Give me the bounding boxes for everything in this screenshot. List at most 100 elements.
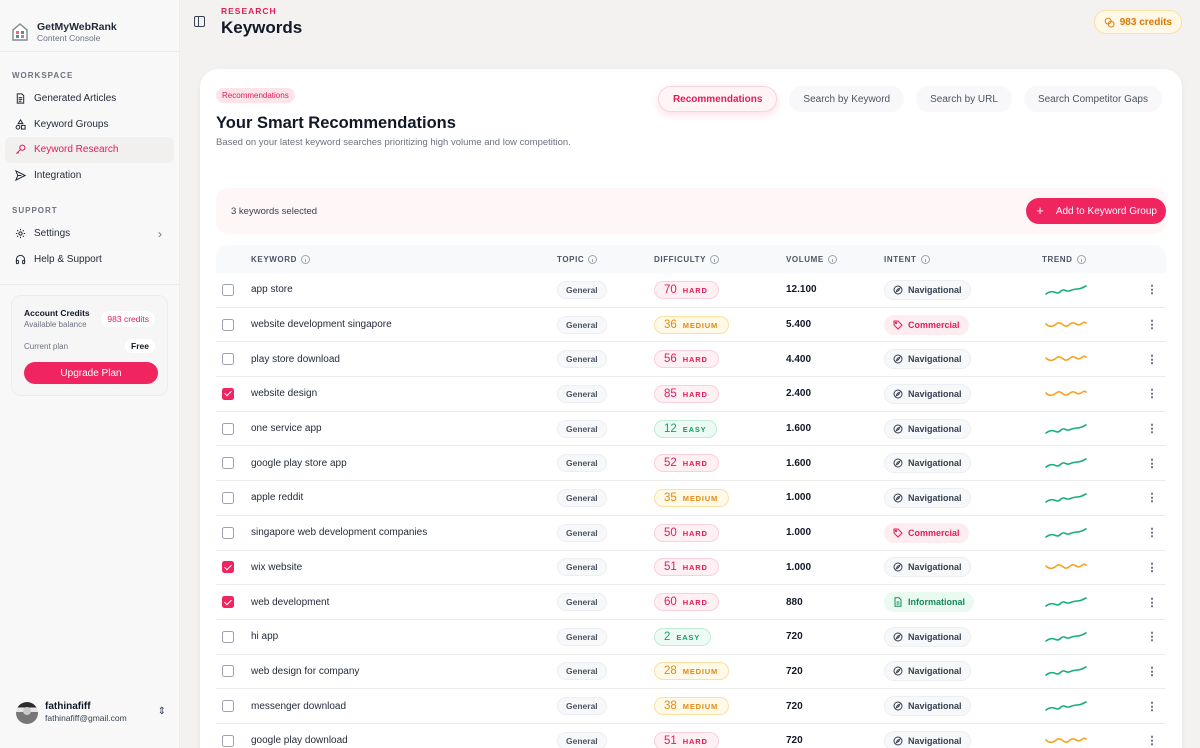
sidebar-item-generated-articles[interactable]: Generated Articles — [5, 86, 174, 112]
table-row[interactable]: singapore web development companies Gene… — [216, 516, 1166, 551]
table-row[interactable]: web development General 60 HARD 880 Infor… — [216, 585, 1166, 620]
document-icon — [894, 597, 902, 607]
intent-badge: Informational — [884, 592, 975, 613]
info-icon[interactable] — [588, 254, 598, 264]
add-to-keyword-group-button[interactable]: + Add to Keyword Group — [1026, 198, 1166, 224]
difficulty-score: 12 — [664, 422, 677, 435]
column-topic[interactable]: TOPIC — [557, 254, 654, 264]
column-keyword[interactable]: KEYWORD — [251, 254, 557, 264]
sidebar-item-settings[interactable]: Settings › — [5, 221, 174, 247]
trend-sparkline — [1042, 700, 1138, 712]
tab-search-by-keyword[interactable]: Search by Keyword — [789, 86, 905, 112]
more-options-icon[interactable]: ⋮ — [1146, 457, 1158, 470]
more-options-icon[interactable]: ⋮ — [1146, 423, 1158, 436]
row-checkbox[interactable] — [222, 526, 234, 539]
table-row[interactable]: hi app General 2 EASY 720 Navigational ⋮ — [216, 620, 1166, 655]
info-icon[interactable] — [710, 254, 720, 264]
volume-value: 2.400 — [786, 388, 812, 400]
table-row[interactable]: app store General 70 HARD 12.100 Navigati… — [216, 273, 1166, 308]
column-difficulty[interactable]: DIFFICULTY — [654, 254, 786, 264]
intent-label: Navigational — [908, 562, 962, 573]
table-row[interactable]: website development singapore General 36… — [216, 308, 1166, 343]
difficulty-score: 2 — [664, 630, 671, 643]
intent-label: Navigational — [908, 423, 962, 434]
table-row[interactable]: website design General 85 HARD 2.400 Navi… — [216, 377, 1166, 412]
topic-badge: General — [557, 350, 607, 369]
row-checkbox[interactable] — [222, 491, 234, 504]
more-options-icon[interactable]: ⋮ — [1146, 561, 1158, 574]
current-plan-value: Free — [125, 339, 155, 353]
more-options-icon[interactable]: ⋮ — [1146, 492, 1158, 505]
topic-badge: General — [557, 731, 607, 748]
more-options-icon[interactable]: ⋮ — [1146, 700, 1158, 713]
topic-badge: General — [557, 627, 607, 646]
table-row[interactable]: web design for company General 28 MEDIUM … — [216, 655, 1166, 690]
row-checkbox[interactable] — [222, 318, 234, 331]
intent-badge: Navigational — [884, 557, 971, 578]
difficulty-score: 36 — [664, 318, 677, 331]
more-options-icon[interactable]: ⋮ — [1146, 319, 1158, 332]
info-icon[interactable] — [300, 254, 310, 264]
row-checkbox[interactable] — [222, 665, 234, 678]
trend-sparkline — [1042, 631, 1138, 643]
tab-recommendations[interactable]: Recommendations — [657, 86, 778, 112]
tab-search-competitor-gaps[interactable]: Search Competitor Gaps — [1023, 86, 1162, 112]
topic-badge: General — [557, 280, 607, 299]
row-checkbox[interactable] — [222, 630, 234, 643]
more-options-icon[interactable]: ⋮ — [1146, 735, 1158, 748]
table-row[interactable]: google play download General 51 HARD 720 … — [216, 724, 1166, 748]
info-icon[interactable] — [920, 254, 930, 264]
brand[interactable]: GetMyWebRank Content Console — [0, 0, 179, 52]
more-options-icon[interactable]: ⋮ — [1146, 665, 1158, 678]
column-volume[interactable]: VOLUME — [786, 254, 884, 264]
more-options-icon[interactable]: ⋮ — [1146, 527, 1158, 540]
sidebar-toggle-icon[interactable] — [194, 16, 205, 27]
sidebar-item-keyword-research[interactable]: Keyword Research — [5, 137, 174, 163]
sidebar-item-integration[interactable]: Integration — [5, 163, 174, 189]
tab-search-by-url[interactable]: Search by URL — [916, 86, 1012, 112]
credits-card-title: Account Credits — [24, 308, 90, 318]
info-icon[interactable] — [827, 254, 837, 264]
row-checkbox[interactable] — [222, 283, 234, 296]
column-intent[interactable]: INTENT — [884, 254, 1042, 264]
coins-icon — [1104, 17, 1115, 28]
more-options-icon[interactable]: ⋮ — [1146, 596, 1158, 609]
difficulty-score: 70 — [664, 283, 677, 296]
row-checkbox[interactable] — [222, 457, 234, 470]
row-checkbox[interactable] — [222, 596, 234, 609]
upgrade-plan-button[interactable]: Upgrade Plan — [24, 362, 158, 384]
more-options-icon[interactable]: ⋮ — [1146, 353, 1158, 366]
row-checkbox[interactable] — [222, 734, 234, 747]
row-checkbox[interactable] — [222, 422, 234, 435]
trend-line — [1045, 597, 1087, 607]
more-options-icon[interactable]: ⋮ — [1146, 631, 1158, 644]
trend-sparkline — [1042, 665, 1138, 677]
table-row[interactable]: one service app General 12 EASY 1.600 Nav… — [216, 412, 1166, 447]
table-row[interactable]: wix website General 51 HARD 1.000 Navigat… — [216, 551, 1166, 586]
row-checkbox[interactable] — [222, 387, 234, 400]
table-row[interactable]: google play store app General 52 HARD 1.6… — [216, 446, 1166, 482]
table-row[interactable]: messenger download General 38 MEDIUM 720 … — [216, 689, 1166, 724]
sidebar-item-keyword-groups[interactable]: Keyword Groups — [5, 112, 174, 138]
trend-line — [1045, 355, 1087, 362]
app-name: GetMyWebRank — [37, 20, 117, 33]
keyword-text: google play download — [251, 735, 348, 747]
tag-icon — [893, 320, 903, 330]
more-options-icon[interactable]: ⋮ — [1146, 388, 1158, 401]
row-checkbox[interactable] — [222, 561, 234, 574]
sidebar-item-help-support[interactable]: Help & Support — [5, 247, 174, 273]
more-options-icon[interactable]: ⋮ — [1146, 284, 1158, 297]
user-menu[interactable]: fathinafiff fathinafiff@gmail.com ⇕ — [16, 701, 166, 724]
trend-line — [1045, 631, 1087, 642]
headphones-icon — [15, 254, 26, 264]
table-row[interactable]: apple reddit General 35 MEDIUM 1.000 Navi… — [216, 481, 1166, 516]
compass-icon — [893, 736, 903, 746]
row-checkbox[interactable] — [222, 700, 234, 713]
row-checkbox[interactable] — [222, 353, 234, 366]
info-icon[interactable] — [1076, 254, 1086, 264]
credits-indicator[interactable]: 983 credits — [1093, 10, 1182, 34]
table-row[interactable]: play store download General 56 HARD 4.400… — [216, 342, 1166, 378]
chevron-up-down-icon[interactable]: ⇕ — [157, 706, 166, 717]
compass-icon — [893, 285, 903, 295]
column-trend[interactable]: TREND — [1042, 254, 1138, 264]
